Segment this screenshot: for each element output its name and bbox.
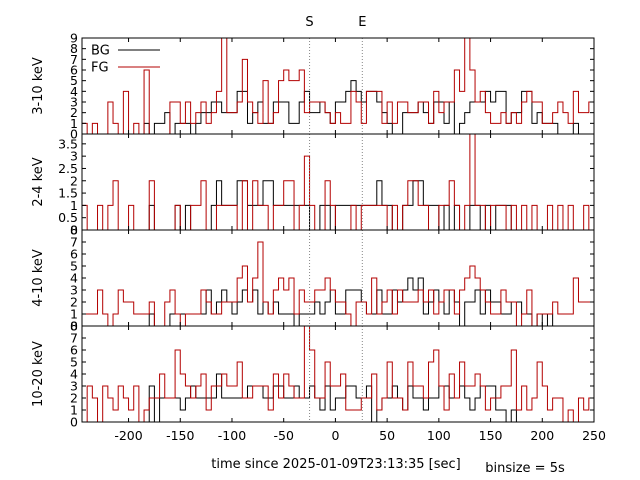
- marker-label-s: S: [305, 15, 313, 30]
- y-tick-label: 6: [70, 343, 78, 358]
- y-tick-label: 1: [70, 116, 78, 131]
- y-tick-label: 0: [70, 319, 78, 334]
- y-tick-label: 8: [70, 41, 78, 56]
- x-tick-label: 50: [379, 428, 395, 443]
- y-tick-label: 4: [70, 271, 78, 286]
- panel-y-axis-label: 2-4 keV: [31, 157, 46, 206]
- y-tick-label: 0.5: [58, 210, 78, 225]
- y-tick-label: 6: [70, 63, 78, 78]
- y-tick-label: 8: [70, 319, 78, 334]
- binsize-label: binsize = 5s: [485, 461, 565, 476]
- y-tick-label: 4: [70, 367, 78, 382]
- x-tick-label: -50: [273, 428, 293, 443]
- panel-y-axis-label: 10-20 keV: [31, 341, 46, 407]
- y-tick-label: 6: [70, 247, 78, 262]
- series-fg-line: [82, 134, 594, 230]
- panel-y-axis-label: 4-10 keV: [31, 249, 46, 307]
- y-tick-label: 4: [70, 84, 78, 99]
- series-fg-line: [82, 38, 594, 134]
- y-tick-label: 2: [70, 173, 78, 188]
- y-tick-label: 1.5: [58, 186, 78, 201]
- y-tick-label: 1: [70, 403, 78, 418]
- y-tick-label: 0: [70, 127, 78, 142]
- panel-frame: [81, 133, 595, 231]
- y-tick-label: 5: [70, 355, 78, 370]
- y-tick-label: 7: [70, 52, 78, 67]
- y-tick-label: 3: [70, 149, 78, 164]
- y-tick-label: 3: [70, 95, 78, 110]
- y-tick-label: 2: [70, 391, 78, 406]
- panel-frame: [81, 37, 595, 135]
- legend-label-fg: FG: [91, 61, 109, 76]
- y-tick-label: 5: [70, 259, 78, 274]
- x-tick-label: 150: [479, 428, 503, 443]
- y-tick-label: 8: [70, 223, 78, 238]
- y-tick-label: 7: [70, 235, 78, 250]
- x-tick-label: -100: [218, 428, 246, 443]
- panel-frame: [81, 229, 595, 327]
- panel-2: 00.511.522.533.5 2-4 keV: [31, 133, 595, 238]
- x-tick-label: 0: [331, 428, 339, 443]
- y-tick-label: 2: [70, 295, 78, 310]
- y-tick-label: 2: [70, 105, 78, 120]
- marker-label-e: E: [358, 15, 366, 30]
- legend-label-bg: BG: [91, 44, 110, 59]
- y-tick-label: 3.5: [58, 136, 78, 151]
- y-tick-label: 3: [70, 379, 78, 394]
- x-tick-label: 250: [582, 428, 606, 443]
- y-tick-label: 1: [70, 198, 78, 213]
- y-tick-label: 0: [70, 223, 78, 238]
- x-tick-label: 200: [530, 428, 554, 443]
- y-tick-label: 2.5: [58, 161, 78, 176]
- x-tick-label: -150: [166, 428, 194, 443]
- y-tick-label: 5: [70, 73, 78, 88]
- x-tick-label: 100: [427, 428, 451, 443]
- y-tick-label: 1: [70, 307, 78, 322]
- panel-frame: [81, 325, 595, 423]
- series-fg-line: [82, 326, 594, 422]
- series-fg-line: [82, 241, 594, 326]
- y-tick-label: 7: [70, 331, 78, 346]
- y-tick-label: 0: [70, 415, 78, 430]
- y-tick-label: 9: [70, 31, 78, 46]
- y-tick-label: 3: [70, 283, 78, 298]
- x-axis-label: time since 2025-01-09T23:13:35 [sec]: [211, 457, 460, 472]
- panel-y-axis-label: 3-10 keV: [31, 57, 46, 115]
- x-tick-label: -200: [114, 428, 142, 443]
